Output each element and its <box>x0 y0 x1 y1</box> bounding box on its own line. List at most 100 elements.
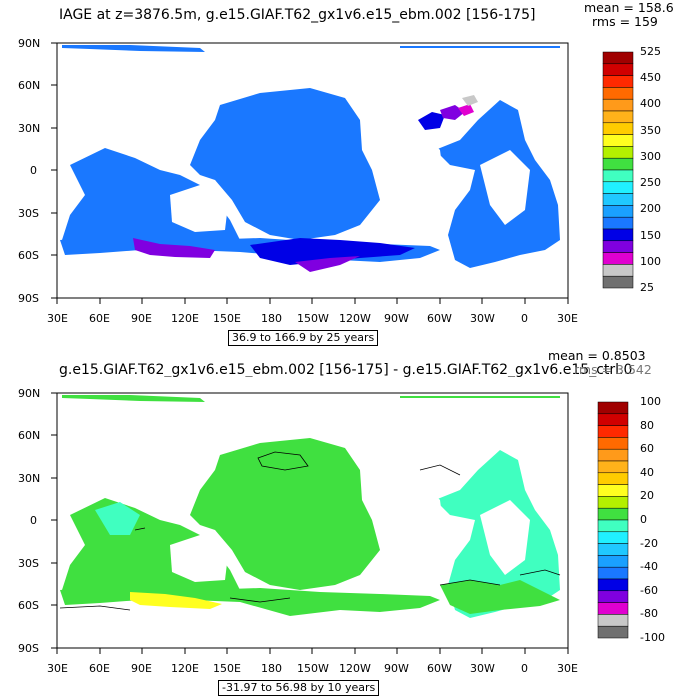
colorbar-swatch <box>597 413 629 426</box>
colorbar-swatch <box>602 275 634 289</box>
bottom-lat-label: 30S <box>18 557 39 570</box>
top-lon-label: 0 <box>521 312 528 325</box>
top-lon-label: 90E <box>131 312 152 325</box>
colorbar-swatch <box>602 157 634 171</box>
colorbar-swatch <box>602 51 634 65</box>
bottom-rms: rms = 3.542 <box>574 362 652 377</box>
bottom-lon-label: 120W <box>339 662 371 675</box>
top-range-label: 36.9 to 166.9 by 25 years <box>228 330 379 347</box>
colorbar-swatch <box>597 496 629 509</box>
colorbar-swatch <box>597 531 629 544</box>
top-lon-label: 30E <box>47 312 68 325</box>
top-title: IAGE at z=3876.5m, g.e15.GIAF.T62_gx1v6.… <box>59 7 536 23</box>
top-lat-label: 60N <box>18 79 41 92</box>
colorbar-label: -20 <box>640 536 658 550</box>
bottom-atlantic-green <box>440 580 560 614</box>
colorbar-swatch <box>602 228 634 242</box>
top-mean: mean = 158.6 <box>584 0 674 15</box>
colorbar-label: 300 <box>640 149 661 163</box>
colorbar-swatch <box>602 110 634 124</box>
colorbar-label: 100 <box>640 254 661 268</box>
bottom-lon-label: 150E <box>213 662 241 675</box>
top-ticks <box>51 42 569 304</box>
top-deep-blue-pacific <box>250 238 415 265</box>
colorbar-label: 80 <box>640 418 654 432</box>
colorbar-swatch <box>597 519 629 533</box>
top-lon-label: 60E <box>89 312 110 325</box>
bottom-lon-label: 90E <box>131 662 152 675</box>
top-lon-label: 120W <box>339 312 371 325</box>
colorbar-swatch <box>602 240 634 253</box>
colorbar-swatch <box>597 590 629 603</box>
colorbar-label: -40 <box>640 560 658 574</box>
top-lon-label: 150E <box>213 312 241 325</box>
top-lat-label: 0 <box>30 164 37 177</box>
colorbar-label: 250 <box>640 176 661 190</box>
colorbar-swatch <box>602 216 634 230</box>
colorbar-label: -80 <box>640 607 658 621</box>
top-lat-label: 30N <box>18 122 41 135</box>
bottom-ocean-pacific <box>190 438 380 590</box>
colorbar-swatch <box>597 401 629 415</box>
colorbar-swatch <box>602 205 634 218</box>
bottom-lat-label: 30N <box>18 472 41 485</box>
bottom-land-australia <box>170 530 228 582</box>
colorbar-label: 25 <box>640 281 654 294</box>
bottom-lat-label: 60S <box>18 599 39 612</box>
colorbar-label: 525 <box>640 45 661 58</box>
bottom-lon-label: 120E <box>171 662 199 675</box>
bottom-lon-label: 150W <box>297 662 329 675</box>
colorbar-swatch <box>602 87 634 100</box>
bottom-map <box>56 392 569 649</box>
colorbar-swatch <box>597 578 629 592</box>
top-purple-south-indian <box>133 238 215 258</box>
top-magenta-spot <box>458 104 474 116</box>
colorbar-label: 40 <box>640 465 654 479</box>
colorbar-swatch <box>597 543 629 556</box>
colorbar-swatch <box>597 448 629 462</box>
bottom-lon-label: 30E <box>47 662 68 675</box>
colorbar-label: -100 <box>640 631 665 644</box>
top-deep-blue-atlantic <box>418 112 445 130</box>
colorbar-swatch <box>602 63 634 76</box>
bottom-mean: mean = 0.8503 <box>548 348 646 363</box>
top-lon-label: 30W <box>470 312 495 325</box>
colorbar-swatch <box>602 169 634 183</box>
top-map <box>56 42 569 299</box>
colorbar-swatch <box>597 555 629 568</box>
colorbar-label: 150 <box>640 228 661 242</box>
colorbar-label: 0 <box>640 513 647 526</box>
colorbar-swatch <box>602 122 634 135</box>
bottom-cyan-indian <box>95 502 140 535</box>
bottom-title: g.e15.GIAF.T62_gx1v6.e15_ebm.002 [156-17… <box>59 363 633 377</box>
colorbar-swatch <box>602 134 634 147</box>
top-gray-spot <box>462 95 478 106</box>
colorbar-label: 400 <box>640 97 661 111</box>
colorbar-swatch <box>597 566 629 580</box>
bottom-range-label: -31.97 to 56.98 by 10 years <box>218 680 380 697</box>
top-lon-label: 150W <box>297 312 329 325</box>
bottom-lon-label: 90W <box>384 662 409 675</box>
colorbar-swatch <box>602 98 634 112</box>
colorbar-swatch <box>597 625 629 639</box>
colorbar-swatch <box>602 264 634 277</box>
bottom-lon-label: 180 <box>261 662 282 675</box>
top-rms: rms = 159 <box>592 14 658 29</box>
bottom-lon-label: 30E <box>557 662 578 675</box>
bottom-lon-label: 60E <box>89 662 110 675</box>
colorbar-swatch <box>602 75 634 88</box>
top-lon-label: 120E <box>171 312 199 325</box>
top-lat-label: 30S <box>18 207 39 220</box>
colorbar-swatch <box>597 614 629 627</box>
top-lon-label: 30E <box>557 312 578 325</box>
colorbar-swatch <box>602 146 634 159</box>
bottom-lat-label: 90N <box>18 387 41 400</box>
top-lon-label: 180 <box>261 312 282 325</box>
bottom-lon-label: 0 <box>521 662 528 675</box>
bottom-colorbar <box>597 401 629 639</box>
colorbar-swatch <box>602 193 634 206</box>
top-lat-label: 90N <box>18 37 41 50</box>
bottom-contours <box>59 451 561 611</box>
colorbar-label: 200 <box>640 202 661 216</box>
